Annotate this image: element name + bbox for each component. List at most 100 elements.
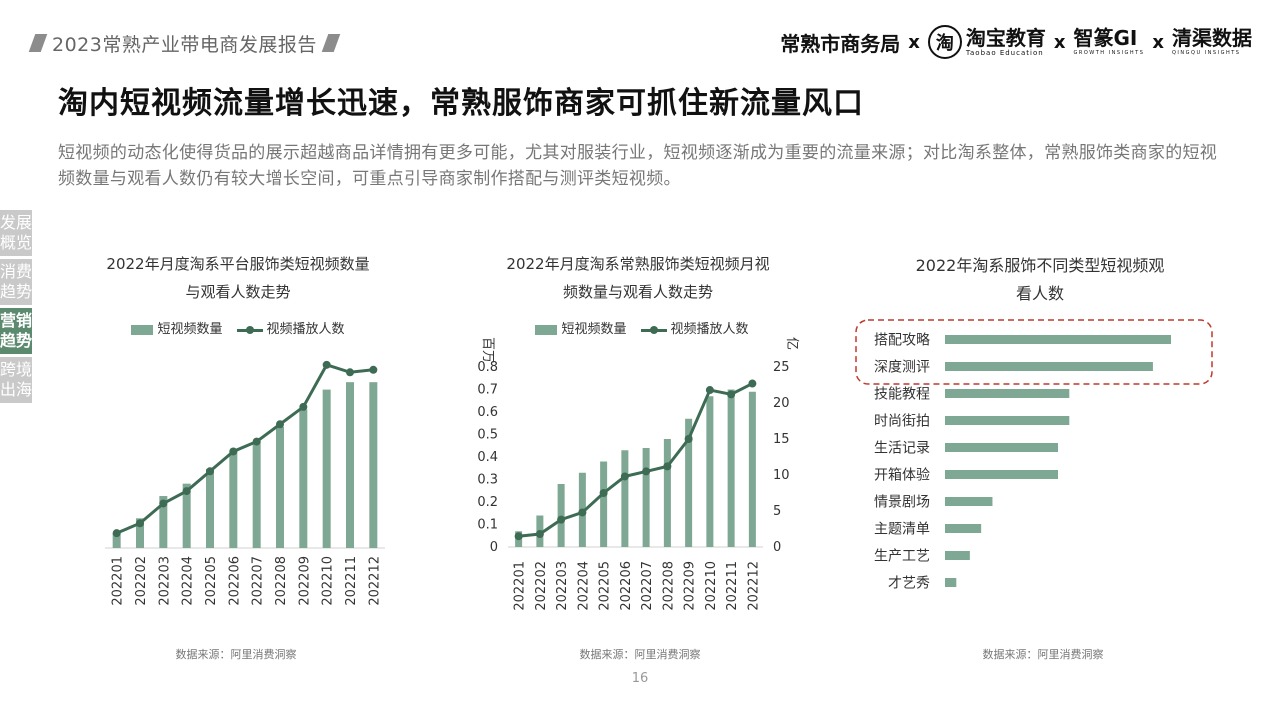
chart2-x-tick: 202207	[640, 561, 655, 611]
taobao-logo-icon: 淘	[927, 25, 962, 59]
sidebar-item-crossborder[interactable]: 跨境出海	[0, 357, 32, 403]
chart1-x-tick: 202208	[274, 556, 289, 606]
sidebar-item-label: 营销趋势	[0, 311, 33, 350]
chart3-y-tick: 生产工艺	[874, 549, 930, 565]
chart2-x-tick: 202209	[683, 561, 698, 611]
chart2-y-right-tick: 20	[773, 396, 790, 411]
chart1-title-line1: 2022年月度淘系平台服饰类短视频数量	[106, 255, 370, 273]
chart1-bar	[206, 468, 214, 548]
chart1-point	[252, 437, 261, 446]
chart2-y-left-tick: 0.4	[477, 450, 498, 465]
chart2-x-tick: 202204	[576, 561, 591, 611]
chart1-x-tick: 202212	[367, 556, 382, 606]
chart1-point	[112, 529, 121, 538]
chart2-y-left-tick: 0.6	[477, 405, 498, 420]
partner-logos: 常熟市商务局 x 淘 淘宝教育 Taobao Education x 智篆GI …	[780, 22, 1252, 62]
partner-separator: x	[908, 31, 920, 53]
chart1-x-tick: 202202	[134, 556, 149, 606]
partner-growth-insights: 智篆GI GROWTH INSIGHTS	[1074, 28, 1145, 56]
partner-separator: x	[1053, 31, 1066, 53]
chart3-source: 数据来源：阿里消费洞察	[982, 648, 1104, 661]
chart3-title-line2: 看人数	[1015, 284, 1064, 303]
chart2-y-right-label: 亿	[784, 337, 799, 350]
chart2-y-right-tick: 0	[773, 540, 781, 555]
report-title: 2023常熟产业带电商发展报告	[28, 26, 341, 60]
chart3-y-tick: 时尚街拍	[874, 414, 930, 430]
chart3-bar	[945, 362, 1153, 371]
chart2-point	[578, 508, 587, 517]
legend-line-label: 视频播放人数	[670, 322, 749, 337]
chart2-x-tick: 202202	[534, 561, 549, 611]
chart2-y-left-tick: 0.8	[477, 360, 498, 375]
sidebar-item-marketing[interactable]: 营销趋势	[0, 308, 32, 354]
chart1-point	[346, 368, 354, 377]
chart1-point	[322, 360, 331, 369]
chart2-point	[727, 390, 736, 399]
partner-taobao-education: 淘 淘宝教育 Taobao Education	[927, 25, 1046, 59]
chart2-line	[518, 382, 754, 538]
chart1-x-tick: 202205	[204, 556, 219, 606]
chart2-bar	[748, 391, 756, 547]
qingqu-sub: QINGQU INSIGHTS	[1172, 50, 1241, 56]
page-number: 16	[631, 671, 649, 686]
sidebar-item-consumption[interactable]: 消费趋势	[0, 259, 32, 305]
chart1-point	[276, 420, 284, 429]
chart1-point	[206, 467, 214, 476]
chart3-bar	[945, 335, 1171, 344]
slash-decoration-icon	[321, 34, 341, 52]
chart1-bar	[136, 518, 144, 548]
growth-insights-name: 智篆GI	[1073, 26, 1138, 50]
chart3-bar	[945, 524, 982, 533]
chart3-highlight-box	[855, 319, 1213, 385]
chart2-y-left-tick: 0	[490, 540, 498, 555]
chart3-y-tick: 情景剧场	[874, 495, 930, 511]
chart3-y-tick: 生活记录	[874, 441, 930, 457]
taobao-education-name: 淘宝教育	[965, 25, 1046, 50]
chart2-point	[557, 515, 566, 524]
chart2-y-right-tick: 10	[773, 468, 790, 483]
chart2-bar	[600, 461, 608, 547]
chart1-x-tick: 202207	[251, 556, 266, 606]
chart3-y-tick: 搭配攻略	[874, 333, 930, 349]
taobao-education-sub: Taobao Education	[965, 48, 1044, 57]
chart1-bar	[229, 451, 238, 548]
chart2-point	[642, 467, 651, 476]
chart2-bar	[685, 418, 693, 547]
partner-commerce-bureau: 常熟市商务局	[780, 31, 901, 56]
report-title-text: 2023常熟产业带电商发展报告	[52, 33, 317, 56]
chart1-point	[159, 499, 168, 508]
chart3-y-tick: 技能教程	[874, 387, 930, 403]
chart1-x-tick: 202201	[111, 556, 126, 606]
legend-bar-label: 短视频数量	[561, 322, 627, 337]
chart1-x-tick: 202204	[181, 556, 196, 606]
legend-line-swatch-icon	[640, 325, 667, 335]
chart2-bar	[663, 439, 671, 547]
chart2-y-left-tick: 0.3	[477, 473, 498, 488]
chart1-bar	[159, 496, 168, 548]
legend-bar-swatch-icon	[131, 324, 154, 335]
chart2-y-right-tick: 25	[773, 360, 790, 375]
chart2-legend: 短视频数量 视频播放人数	[492, 318, 792, 337]
chart3-bar	[945, 443, 1058, 452]
chart1-x-tick: 202206	[227, 556, 242, 606]
sidebar-item-overview[interactable]: 发展概览	[0, 210, 32, 256]
chart1-point	[136, 519, 144, 528]
chart1-bar	[346, 382, 354, 548]
slash-decoration-icon	[28, 34, 48, 52]
chart1-svg: 202201 202202 202203 202204 202205 202206 2022…	[105, 360, 385, 606]
chart1-x-tick: 202211	[344, 556, 359, 606]
sidebar-item-label: 发展概览	[0, 213, 33, 252]
chart2-x-tick: 202208	[661, 561, 676, 611]
chart2-y-left-tick: 0.5	[477, 428, 498, 443]
chart2-x-tick: 202206	[619, 561, 634, 611]
chart3-y-tick: 主题清单	[874, 522, 930, 538]
chart3-bar	[945, 470, 1058, 479]
legend-bar-label: 短视频数量	[157, 322, 223, 337]
section-sidebar: 发展概览 消费趋势 营销趋势 跨境出海	[0, 210, 32, 406]
chart2-point	[620, 472, 629, 481]
legend-bar-item: 短视频数量	[131, 318, 223, 337]
chart2-x-tick: 202201	[513, 561, 528, 611]
legend-bar-item: 短视频数量	[535, 318, 627, 337]
chart1-bar	[252, 441, 261, 548]
